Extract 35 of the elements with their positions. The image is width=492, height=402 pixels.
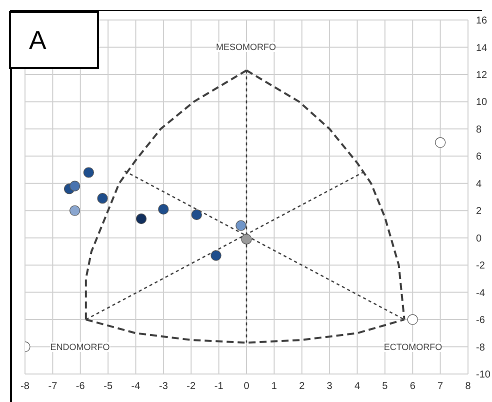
- x-tick-label: 7: [438, 381, 444, 392]
- x-tick-label: -6: [76, 381, 86, 392]
- y-tick-label: 0: [476, 233, 482, 244]
- x-tick-label: 4: [354, 381, 360, 392]
- y-tick-label: -10: [476, 370, 491, 381]
- x-tick-label: -7: [48, 381, 58, 392]
- y-tick-label: 4: [476, 178, 482, 190]
- annotation: ECTOMORFO: [384, 342, 442, 352]
- y-tick-label: -4: [476, 288, 486, 299]
- x-tick-label: 0: [244, 381, 250, 392]
- annotation: ENDOMORFO: [50, 342, 110, 352]
- y-tick-label: 6: [476, 152, 482, 163]
- annotation: A: [9, 11, 99, 69]
- y-tick-label: 16: [476, 16, 488, 27]
- y-tick-label: -6: [476, 315, 486, 326]
- y-tick-label: 10: [476, 97, 488, 108]
- y-tick-label: 8: [476, 124, 482, 136]
- x-tick-label: -8: [20, 381, 30, 392]
- y-tick-label: -8: [476, 342, 486, 354]
- x-tick-label: -3: [158, 381, 168, 392]
- x-tick-label: 8: [465, 381, 472, 392]
- y-tick-label: 12: [476, 70, 488, 82]
- x-tick-label: 1: [271, 381, 278, 392]
- y-tick-label: 2: [476, 206, 482, 218]
- x-tick-label: 2: [299, 381, 306, 392]
- x-tick-label: 3: [326, 381, 333, 392]
- x-tick-label: -5: [104, 381, 113, 392]
- x-tick-label: 6: [410, 381, 416, 392]
- y-tick-label: 14: [476, 42, 488, 54]
- x-tick-label: -4: [131, 381, 141, 392]
- x-tick-label: -1: [214, 381, 224, 392]
- x-tick-label: -2: [186, 381, 196, 392]
- annotation: MESOMORFO: [216, 42, 276, 52]
- x-tick-label: 5: [382, 381, 388, 392]
- y-tick-label: -2: [476, 260, 486, 272]
